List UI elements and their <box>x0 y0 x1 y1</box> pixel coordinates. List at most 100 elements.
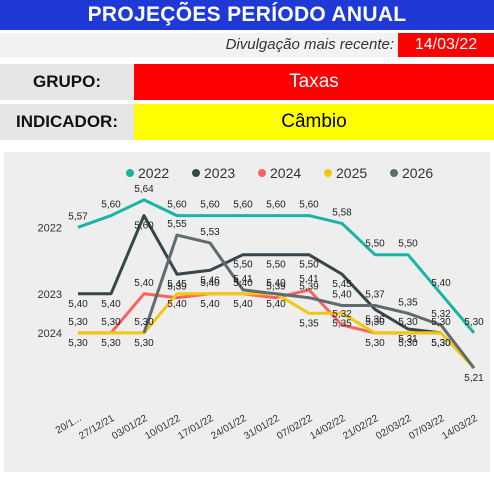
x-tick-label: 17/01/22 <box>176 413 216 442</box>
data-label-2023: 5,40 <box>68 299 88 310</box>
data-label-2025: 5,30 <box>431 338 451 349</box>
data-label-2023: 5,40 <box>101 299 121 310</box>
data-label-2026: 5,35 <box>398 297 418 308</box>
data-label-2022: 5,57 <box>68 211 88 222</box>
data-label-2025: 5,30 <box>68 338 88 349</box>
legend-marker-2024 <box>258 169 266 177</box>
data-label-2025: 5,35 <box>332 318 352 329</box>
data-label-2024: 5,30 <box>365 317 385 328</box>
data-label-2025: 5,35 <box>299 318 319 329</box>
legend-label-2025: 2025 <box>336 165 367 181</box>
data-label-2024: 5,30 <box>431 317 451 328</box>
x-tick-label: 03/01/22 <box>110 413 150 442</box>
data-label-2022: 5,60 <box>200 200 220 211</box>
release-date-badge: 14/03/22 <box>398 33 494 57</box>
series-line-2022 <box>77 198 476 334</box>
series-lines <box>77 198 476 370</box>
data-label-2023: 5,50 <box>233 260 253 271</box>
y-tick-label: 2024 <box>38 328 62 340</box>
data-label-2022: 5,30 <box>464 317 484 328</box>
x-axis-ticks: 20/1...27/12/2103/01/2210/01/2217/01/222… <box>54 413 480 442</box>
data-label-2022: 5,50 <box>365 239 385 250</box>
data-label-2025: 5,40 <box>266 299 286 310</box>
data-label-2022: 5,58 <box>332 207 352 218</box>
data-label-2025: 5,40 <box>233 299 253 310</box>
data-label-2025: 5,30 <box>398 338 418 349</box>
legend-label-2024: 2024 <box>270 165 301 181</box>
data-label-2025: 5,40 <box>200 299 220 310</box>
x-tick-label: 24/01/22 <box>209 413 249 442</box>
data-label-2025: 5,30 <box>101 338 121 349</box>
data-label-2024: 5,32 <box>332 309 352 320</box>
data-label-2022: 5,50 <box>398 239 418 250</box>
x-tick-label: 14/03/22 <box>440 413 480 442</box>
series-line-2023 <box>78 214 442 335</box>
data-label-2022: 5,60 <box>233 200 253 211</box>
data-label-2022: 5,64 <box>134 184 154 195</box>
legend-marker-2023 <box>192 169 200 177</box>
indicator-selector[interactable]: Câmbio <box>134 104 494 140</box>
x-tick-label: 31/01/22 <box>242 413 282 442</box>
data-labels: 5,57 5,60 5,64 5,60 5,60 5,60 5,60 5,60 5,58 5,50… <box>68 184 484 384</box>
x-tick-label: 07/02/22 <box>275 413 315 442</box>
data-label-2024: 5,40 <box>200 278 220 289</box>
data-label-2026: 5,40 <box>332 290 352 301</box>
legend-label-2022: 2022 <box>138 165 169 181</box>
x-tick-label: 21/02/22 <box>341 413 381 442</box>
data-label-2022: 5,60 <box>266 200 286 211</box>
legend-label-2023: 2023 <box>204 165 235 181</box>
data-label-2023: 5,30 <box>431 338 451 349</box>
indicator-label: INDICADOR: <box>0 104 134 140</box>
release-row: Divulgação mais recente: 14/03/22 <box>0 33 494 57</box>
data-label-2025: 5,21 <box>464 373 484 384</box>
y-axis-ticks: 2022 2023 2024 <box>38 222 62 340</box>
data-label-2026: 5,32 <box>431 309 451 320</box>
data-label-2024: 5,39 <box>167 282 187 293</box>
data-label-2026: 5,41 <box>233 274 253 285</box>
x-tick-label: 02/03/22 <box>374 413 414 442</box>
data-label-2023: 5,60 <box>134 221 154 232</box>
data-label-2026: 5,53 <box>200 227 220 238</box>
data-label-2026: 5,30 <box>134 317 154 328</box>
x-tick-label: 07/03/22 <box>407 413 447 442</box>
data-label-2025: 5,40 <box>167 299 187 310</box>
legend-marker-2022 <box>126 169 134 177</box>
data-label-2022: 5,60 <box>299 200 319 211</box>
data-label-2024: 5,39 <box>266 282 286 293</box>
data-label-2026: 5,40 <box>266 278 286 289</box>
data-label-2025: 5,30 <box>365 338 385 349</box>
x-tick-label: 14/02/22 <box>308 413 348 442</box>
series-line-2026 <box>142 233 476 370</box>
data-label-2024: 5,30 <box>68 317 88 328</box>
group-selector[interactable]: Taxas <box>134 64 494 100</box>
data-label-2024: 5,30 <box>398 317 418 328</box>
data-label-2023: 5,31 <box>398 334 418 345</box>
x-tick-label: 27/12/21 <box>77 413 117 442</box>
release-label: Divulgação mais recente: <box>225 36 394 53</box>
data-label-2026: 5,39 <box>299 282 319 293</box>
data-label-2024: 5,40 <box>134 278 154 289</box>
page-title: PROJEÇÕES PERÍODO ANUAL <box>0 0 494 30</box>
series-line-2024 <box>78 288 441 335</box>
data-label-2024: 5,41 <box>299 274 319 285</box>
chart-legend: 2022 2023 2024 2025 2026 <box>126 165 433 181</box>
legend-label-2026: 2026 <box>402 165 433 181</box>
data-label-2025: 5,30 <box>134 338 154 349</box>
data-label-2022: 5,40 <box>431 278 451 289</box>
legend-marker-2025 <box>324 169 332 177</box>
data-label-2023: 5,50 <box>299 260 319 271</box>
data-label-2023: 5,50 <box>266 260 286 271</box>
data-label-2023: 5,45 <box>167 279 187 290</box>
data-label-2026: 5,37 <box>365 290 385 301</box>
data-label-2024: 5,30 <box>101 317 121 328</box>
y-tick-label: 2022 <box>38 222 62 234</box>
group-label: GRUPO: <box>0 64 134 100</box>
x-tick-label: 10/01/22 <box>143 413 183 442</box>
legend-marker-2026 <box>390 169 398 177</box>
data-label-2023: 5,36 <box>365 314 385 325</box>
data-label-2024: 5,40 <box>233 278 253 289</box>
data-label-2022: 5,60 <box>167 200 187 211</box>
chart-panel: 2022 2023 2024 2025 2026 2022 2023 2024 5,57 5,… <box>4 152 490 472</box>
data-label-2023: 5,45 <box>332 279 352 290</box>
